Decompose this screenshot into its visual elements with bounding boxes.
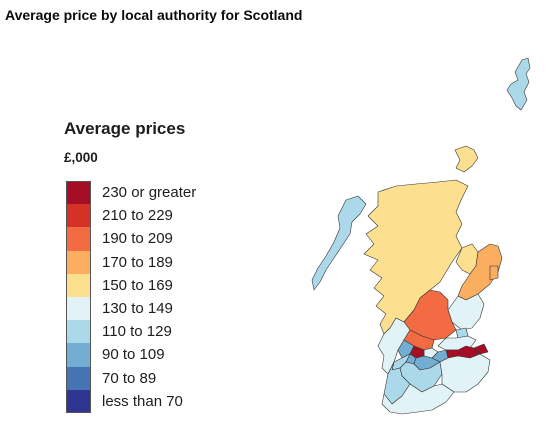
region-aberdeen-city[interactable] bbox=[489, 265, 499, 281]
scotland-map bbox=[311, 57, 531, 415]
legend-item: 110 to 129 bbox=[66, 320, 196, 344]
legend-label: 130 to 149 bbox=[102, 300, 173, 318]
legend-unit: £,000 bbox=[64, 150, 98, 165]
region-dumfries-galloway[interactable] bbox=[381, 383, 455, 415]
legend-label: 70 to 89 bbox=[102, 369, 157, 387]
region-western-isles[interactable] bbox=[311, 195, 367, 291]
legend-item: less than 70 bbox=[66, 389, 196, 413]
legend-swatch bbox=[66, 296, 91, 321]
map-title: Average price by local authority for Sco… bbox=[5, 7, 303, 23]
legend: 230 or greater 210 to 229 190 to 209 170… bbox=[66, 181, 196, 413]
legend-item: 170 to 189 bbox=[66, 250, 196, 274]
region-shetland[interactable] bbox=[506, 57, 531, 111]
legend-swatch bbox=[66, 389, 91, 413]
legend-title: Average prices bbox=[64, 119, 186, 138]
legend-swatch bbox=[66, 343, 91, 367]
legend-label: 170 to 189 bbox=[102, 253, 173, 271]
legend-label: 190 to 209 bbox=[102, 230, 173, 248]
legend-label: less than 70 bbox=[102, 392, 183, 410]
legend-swatch bbox=[66, 227, 91, 251]
legend-swatch bbox=[66, 181, 91, 205]
legend-swatch bbox=[66, 320, 91, 344]
legend-item: 150 to 169 bbox=[66, 273, 196, 297]
legend-label: 110 to 129 bbox=[102, 323, 172, 341]
region-orkney[interactable] bbox=[454, 145, 479, 173]
legend-item: 230 or greater bbox=[66, 181, 197, 205]
legend-item: 130 to 149 bbox=[66, 296, 196, 321]
legend-item: 210 to 229 bbox=[66, 204, 196, 228]
region-scottish-borders[interactable] bbox=[439, 353, 491, 393]
legend-swatch bbox=[66, 204, 91, 228]
legend-label: 90 to 109 bbox=[102, 346, 165, 364]
legend-item: 70 to 89 bbox=[66, 366, 196, 390]
legend-label: 150 to 169 bbox=[102, 276, 173, 294]
legend-label: 210 to 229 bbox=[102, 207, 173, 225]
legend-swatch bbox=[66, 250, 91, 274]
legend-label: 230 or greater bbox=[102, 184, 197, 202]
legend-item: 190 to 209 bbox=[66, 227, 196, 251]
legend-swatch bbox=[66, 273, 91, 297]
legend-swatch bbox=[66, 366, 91, 390]
legend-item: 90 to 109 bbox=[66, 343, 196, 367]
region-east-lothian[interactable] bbox=[473, 343, 489, 355]
